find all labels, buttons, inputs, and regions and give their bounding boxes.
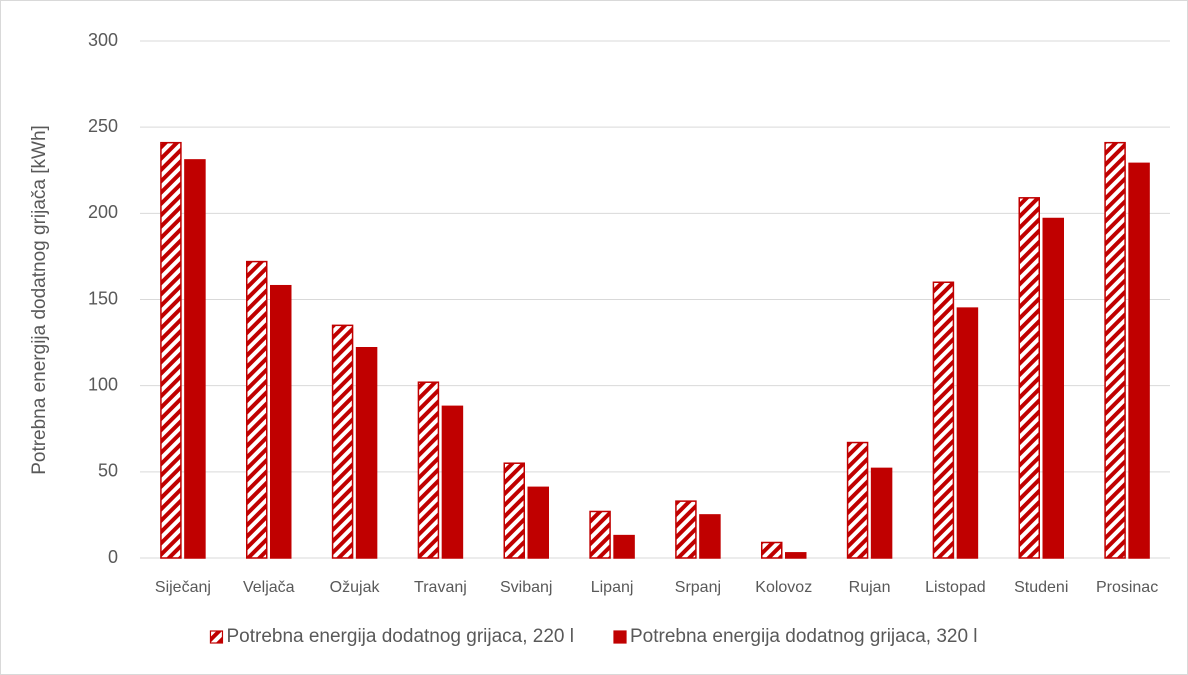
legend-swatch (209, 630, 224, 644)
bar (956, 307, 979, 559)
y-tick-label: 50 (98, 461, 118, 481)
bar (785, 552, 807, 559)
y-tick-label: 100 (88, 374, 118, 394)
bar (160, 141, 182, 559)
legend-swatch (613, 630, 627, 644)
bar (846, 441, 869, 559)
x-tick-label: Veljača (243, 579, 295, 596)
bar (761, 541, 783, 559)
y-tick-label: 200 (88, 202, 118, 222)
y-tick-label: 0 (108, 547, 118, 567)
x-tick-label: Travanj (414, 579, 467, 596)
bar (441, 405, 464, 559)
legend-item: Potrebna energija dodatnog grijaca, 320 … (613, 626, 978, 647)
bar (417, 381, 440, 559)
bar (589, 510, 611, 559)
bar (1042, 217, 1064, 559)
x-tick-label: Srpanj (675, 579, 721, 596)
y-axis-label: Potrebna energija dodatnog grijača [kWh] (29, 125, 50, 475)
bar (355, 347, 378, 559)
bar (699, 514, 721, 559)
x-tick-label: Siječanj (155, 579, 211, 596)
bar (503, 462, 525, 559)
x-tick-label: Svibanj (500, 579, 552, 596)
x-tick-label: Lipanj (591, 579, 634, 596)
bar (184, 159, 206, 559)
y-tick-label: 150 (88, 288, 118, 308)
x-tick-label: Listopad (925, 579, 986, 596)
bar (527, 486, 549, 559)
bar (270, 284, 292, 559)
bar (1104, 141, 1126, 559)
bar (675, 500, 697, 559)
y-tick-label: 300 (88, 30, 118, 50)
legend-label: Potrebna energija dodatnog grijaca, 220 … (226, 626, 574, 647)
x-tick-label: Kolovoz (755, 579, 812, 596)
legend-item: Potrebna energija dodatnog grijaca, 220 … (209, 626, 574, 647)
x-tick-label: Rujan (849, 579, 891, 596)
x-tick-label: Studeni (1014, 579, 1068, 596)
bar (932, 281, 955, 559)
legend-label: Potrebna energija dodatnog grijaca, 320 … (630, 626, 978, 647)
bar (331, 324, 354, 559)
y-tick-label: 250 (88, 116, 118, 136)
bar (870, 467, 893, 559)
bar (613, 534, 635, 559)
bar (1018, 197, 1040, 559)
x-tick-label: Prosinac (1096, 579, 1158, 596)
bar (246, 260, 268, 559)
x-tick-label: Ožujak (330, 579, 381, 596)
bar (1128, 162, 1150, 559)
